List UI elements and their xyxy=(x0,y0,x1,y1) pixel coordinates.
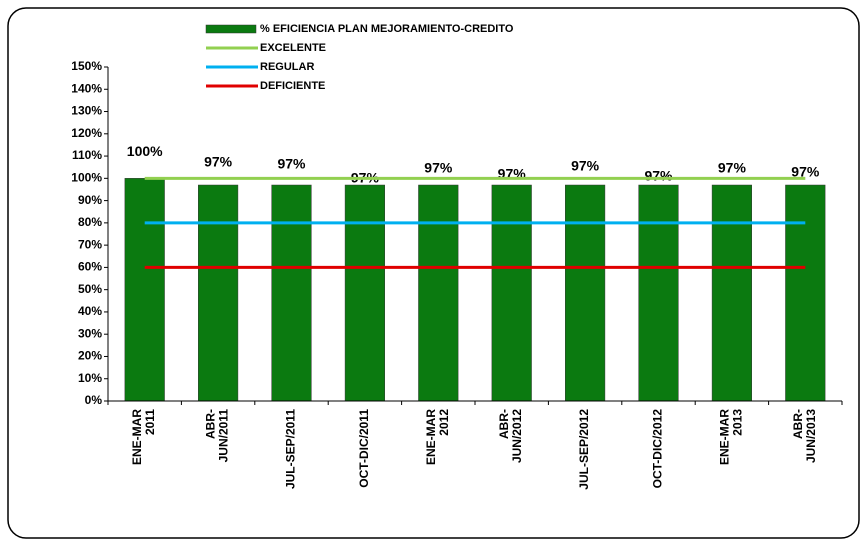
y-tick-label: 10% xyxy=(78,371,102,385)
x-tick-label: ENE-MAR2013 xyxy=(718,409,745,465)
bar xyxy=(711,184,752,402)
x-tick-label: OCT-DIC/2011 xyxy=(357,409,371,488)
y-tick-label: 0% xyxy=(85,393,103,407)
x-tick-line: ABR- xyxy=(497,409,511,439)
bar xyxy=(344,184,385,402)
x-tick-line: JUL-SEP/2011 xyxy=(284,409,298,489)
bar xyxy=(124,178,165,402)
x-tick-line: JUL-SEP/2012 xyxy=(577,409,591,490)
x-tick-line: 2013 xyxy=(731,409,745,436)
bar xyxy=(418,184,459,402)
x-tick-line: ABR- xyxy=(204,409,218,439)
y-tick-label: 50% xyxy=(78,282,102,296)
y-tick-label: 30% xyxy=(78,326,102,340)
data-label: 97% xyxy=(204,154,233,170)
x-tick-label: JUL-SEP/2011 xyxy=(284,409,298,489)
x-tick-group: ENE-MAR2012 xyxy=(424,409,451,465)
y-tick-label: 130% xyxy=(71,104,102,118)
y-tick-label: 110% xyxy=(72,148,102,162)
x-tick-line: 2012 xyxy=(437,409,451,436)
bar xyxy=(638,184,679,402)
x-tick-line: 2011 xyxy=(143,409,157,435)
x-tick-label: ENE-MAR2012 xyxy=(424,409,451,465)
legend-label: DEFICIENTE xyxy=(260,80,325,92)
x-tick-group: ABR-JUN/2011 xyxy=(204,409,231,463)
bar xyxy=(565,184,606,402)
x-tick-label: ABR-JUN/2011 xyxy=(204,409,231,463)
y-tick-label: 90% xyxy=(78,193,102,207)
x-tick-line: ENE-MAR xyxy=(424,409,438,465)
x-tick-line: JUN/2012 xyxy=(510,409,524,463)
x-tick-line: OCT-DIC/2012 xyxy=(651,409,665,489)
legend-label: EXCELENTE xyxy=(260,42,326,54)
x-tick-label: JUL-SEP/2012 xyxy=(577,409,591,490)
y-tick-label: 120% xyxy=(71,126,102,140)
data-label: 97% xyxy=(644,168,673,184)
y-tick-label: 20% xyxy=(78,349,102,363)
y-tick-label: 40% xyxy=(78,304,102,318)
x-tick-group: JUL-SEP/2012 xyxy=(577,409,591,490)
x-tick-group: OCT-DIC/2012 xyxy=(651,409,665,489)
bar xyxy=(491,184,532,402)
data-label: 97% xyxy=(571,158,600,174)
x-tick-group: ENE-MAR2013 xyxy=(718,409,745,465)
x-tick-group: ABR-JUN/2012 xyxy=(497,409,524,463)
y-tick-label: 60% xyxy=(78,260,102,274)
x-tick-label: ABR-JUN/2012 xyxy=(497,409,524,463)
x-tick-group: OCT-DIC/2011 xyxy=(357,409,371,488)
x-tick-label: ABR-JUN/2013 xyxy=(791,409,818,463)
data-label: 97% xyxy=(718,160,747,176)
data-label: 97% xyxy=(424,160,453,176)
x-tick-line: ENE-MAR xyxy=(130,409,144,465)
x-tick-label: ENE-MAR2011 xyxy=(130,409,157,465)
x-tick-label: OCT-DIC/2012 xyxy=(651,409,665,489)
x-tick-line: JUN/2011 xyxy=(217,409,231,463)
data-label: 97% xyxy=(277,156,306,172)
bar xyxy=(785,184,826,402)
x-tick-line: ABR- xyxy=(791,409,805,439)
x-tick-line: OCT-DIC/2011 xyxy=(357,409,371,488)
y-tick-label: 140% xyxy=(71,81,102,95)
bar xyxy=(198,184,239,402)
x-tick-line: ENE-MAR xyxy=(718,409,732,465)
legend-label: % EFICIENCIA PLAN MEJORAMIENTO-CREDITO xyxy=(260,23,514,35)
data-label: 100% xyxy=(127,143,163,159)
y-tick-label: 150% xyxy=(71,59,102,73)
data-label: 97% xyxy=(791,164,820,180)
y-tick-label: 70% xyxy=(78,237,102,251)
legend-swatch xyxy=(205,24,257,34)
x-tick-group: JUL-SEP/2011 xyxy=(284,409,298,489)
y-tick-label: 100% xyxy=(71,171,102,185)
x-tick-group: ABR-JUN/2013 xyxy=(791,409,818,463)
legend-label: REGULAR xyxy=(260,61,314,73)
x-tick-group: ENE-MAR2011 xyxy=(130,409,157,465)
y-tick-label: 80% xyxy=(78,215,102,229)
bar xyxy=(271,184,312,402)
x-tick-line: JUN/2013 xyxy=(804,409,818,463)
